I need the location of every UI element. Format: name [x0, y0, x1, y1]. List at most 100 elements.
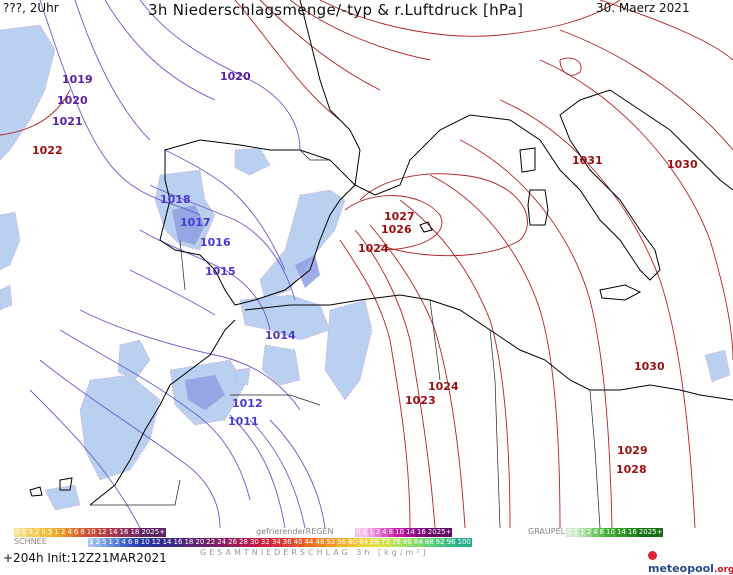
map-title: 3h Niederschlagsmenge/-typ & r.Luftdruck… [148, 1, 524, 19]
legend-swatch: 2 [585, 528, 593, 537]
freezing-rain-label: gefrierenderREGEN [256, 527, 334, 536]
legend-swatch: 72 [380, 538, 391, 547]
legend-swatch: 52 [325, 538, 337, 547]
legend-swatch: 0.5 [40, 528, 54, 537]
legend-swatch: 10 [139, 538, 151, 547]
legend-swatch: 18 [129, 528, 141, 537]
legend-swatch: 10 [85, 528, 97, 537]
legend-swatch: 12 [96, 528, 108, 537]
legend-swatch: 0.1 [14, 528, 28, 537]
logo-tld: .org [713, 565, 733, 575]
isobar-label: 1014 [265, 329, 296, 342]
legend-swatch: 48 [314, 538, 326, 547]
isobar-label: 1021 [52, 115, 83, 128]
legend-swatch: 0.2 [27, 528, 41, 537]
isobar-label: 1030 [634, 360, 665, 373]
isobar-label: 1016 [200, 236, 231, 249]
legend-swatch: 84 [412, 538, 424, 547]
legend-swatch: 14 [404, 528, 416, 537]
legend-swatch: 76 [390, 538, 402, 547]
legend-swatch: 20 [194, 538, 206, 547]
legend-swatch: 4 [66, 528, 73, 537]
legend-swatch: 1 [88, 538, 95, 547]
legend-swatch: 14 [615, 528, 627, 537]
legend-swatch: 2025+ [140, 528, 167, 537]
isobar-label: 1028 [616, 463, 647, 476]
isobar-label: 1029 [617, 444, 648, 457]
legend-swatch: 60 [347, 538, 359, 547]
legend-swatch: 8 [79, 528, 86, 537]
legend-swatch: 0.1 [355, 528, 369, 537]
legend-swatch: 10 [605, 528, 616, 537]
legend-swatch: 4 [120, 538, 127, 547]
weather-map: 1019 1020 1021 1022 1020 1018 1017 1016 … [0, 0, 733, 528]
coastlines [29, 0, 733, 506]
legend-swatch: 68 [369, 538, 381, 547]
snow-scale: 0.1 0.2 0.5 1 2 4 6 8 10 12 14 16 18 2025+ [14, 528, 167, 537]
legend-swatch: 4 [592, 528, 599, 537]
legend-swatch: 44 [303, 538, 315, 547]
isobar-label: 1018 [160, 193, 191, 206]
legend-swatch: 26 [227, 538, 239, 547]
legend-swatch: 6 [126, 538, 134, 547]
legend-swatch: 100 [456, 538, 472, 547]
snow-label: SCHNEE [14, 537, 47, 546]
legend-swatch: 88 [423, 538, 435, 547]
legend-swatch: 24 [216, 538, 228, 547]
isobar-label: 1030 [667, 158, 698, 171]
logo-icon [648, 551, 657, 560]
legend-swatch: 36 [281, 538, 293, 547]
legend-swatch: 10 [394, 528, 405, 537]
legend-swatch: 14 [161, 538, 173, 547]
legend-swatch: 16 [172, 538, 184, 547]
isobar-label: 1011 [228, 415, 259, 428]
legend-swatch: 2 [59, 528, 67, 537]
legend-swatch: 1 [368, 528, 375, 537]
isobar-label: 1024 [428, 380, 459, 393]
legend-swatch: 1 [579, 528, 586, 537]
legend-swatch: 16 [415, 528, 427, 537]
legend-swatch: 64 [358, 538, 370, 547]
legend-swatch: 2 [374, 528, 382, 537]
forecast-date: 30. Maerz 2021 [596, 1, 690, 15]
legend-swatch: 1 [53, 528, 60, 537]
isobar-label: 1020 [57, 94, 88, 107]
isobar-label: 1019 [62, 73, 93, 86]
legend-swatch: 14 [107, 528, 119, 537]
legend-swatch: 80 [401, 538, 413, 547]
isobar-labels: 1019 1020 1021 1022 1020 1018 1017 1016 … [32, 70, 698, 476]
legend-swatch: 1 [107, 538, 114, 547]
legend-swatch: 40 [292, 538, 304, 547]
legend-swatch: 16 [626, 528, 638, 537]
legend-swatch: 2 [113, 538, 121, 547]
isobar-label: 1024 [358, 242, 389, 255]
isobar-label: 1012 [232, 397, 263, 410]
freezing-rain-scale: 0.1 1 2 4 8 10 14 16 2025+ [355, 528, 453, 537]
isobar-label: 1023 [405, 394, 436, 407]
isobar-label: 1017 [180, 216, 211, 229]
total-precip-label: GESAMTNIEDERSCHLAG 3h [kg/m²] [200, 548, 429, 557]
graupel-scale: 0.1 1 2 4 8 10 14 16 2025+ [566, 528, 664, 537]
isobar-label: 1031 [572, 154, 603, 167]
borders [90, 149, 601, 528]
heavy-precip [172, 205, 320, 410]
legend-swatch: 0.1 [566, 528, 580, 537]
forecast-weekday-hour: ???, 2Uhr [3, 1, 59, 15]
meteopool-logo[interactable]: meteopool.org [648, 549, 733, 575]
legend-swatch: 2025+ [637, 528, 664, 537]
legend-swatch: 5 [100, 538, 108, 547]
isobar-label: 1022 [32, 144, 63, 157]
legend-swatch: 56 [336, 538, 348, 547]
legend-swatch: 96 [445, 538, 457, 547]
legend-swatch: 2025+ [426, 528, 453, 537]
legend-swatch: 30 [248, 538, 260, 547]
legend-swatch: 16 [118, 528, 130, 537]
graupel-label: GRAUPEL [528, 527, 566, 536]
legend-swatch: 2 [94, 538, 101, 547]
legend-swatch: 22 [205, 538, 217, 547]
isobar-label: 1027 [384, 210, 415, 223]
isobar-label: 1026 [381, 223, 412, 236]
legend-swatch: 28 [238, 538, 249, 547]
run-info: +204h Init:12Z21MAR2021 [3, 551, 167, 565]
legend-swatch: 8 [387, 528, 395, 537]
